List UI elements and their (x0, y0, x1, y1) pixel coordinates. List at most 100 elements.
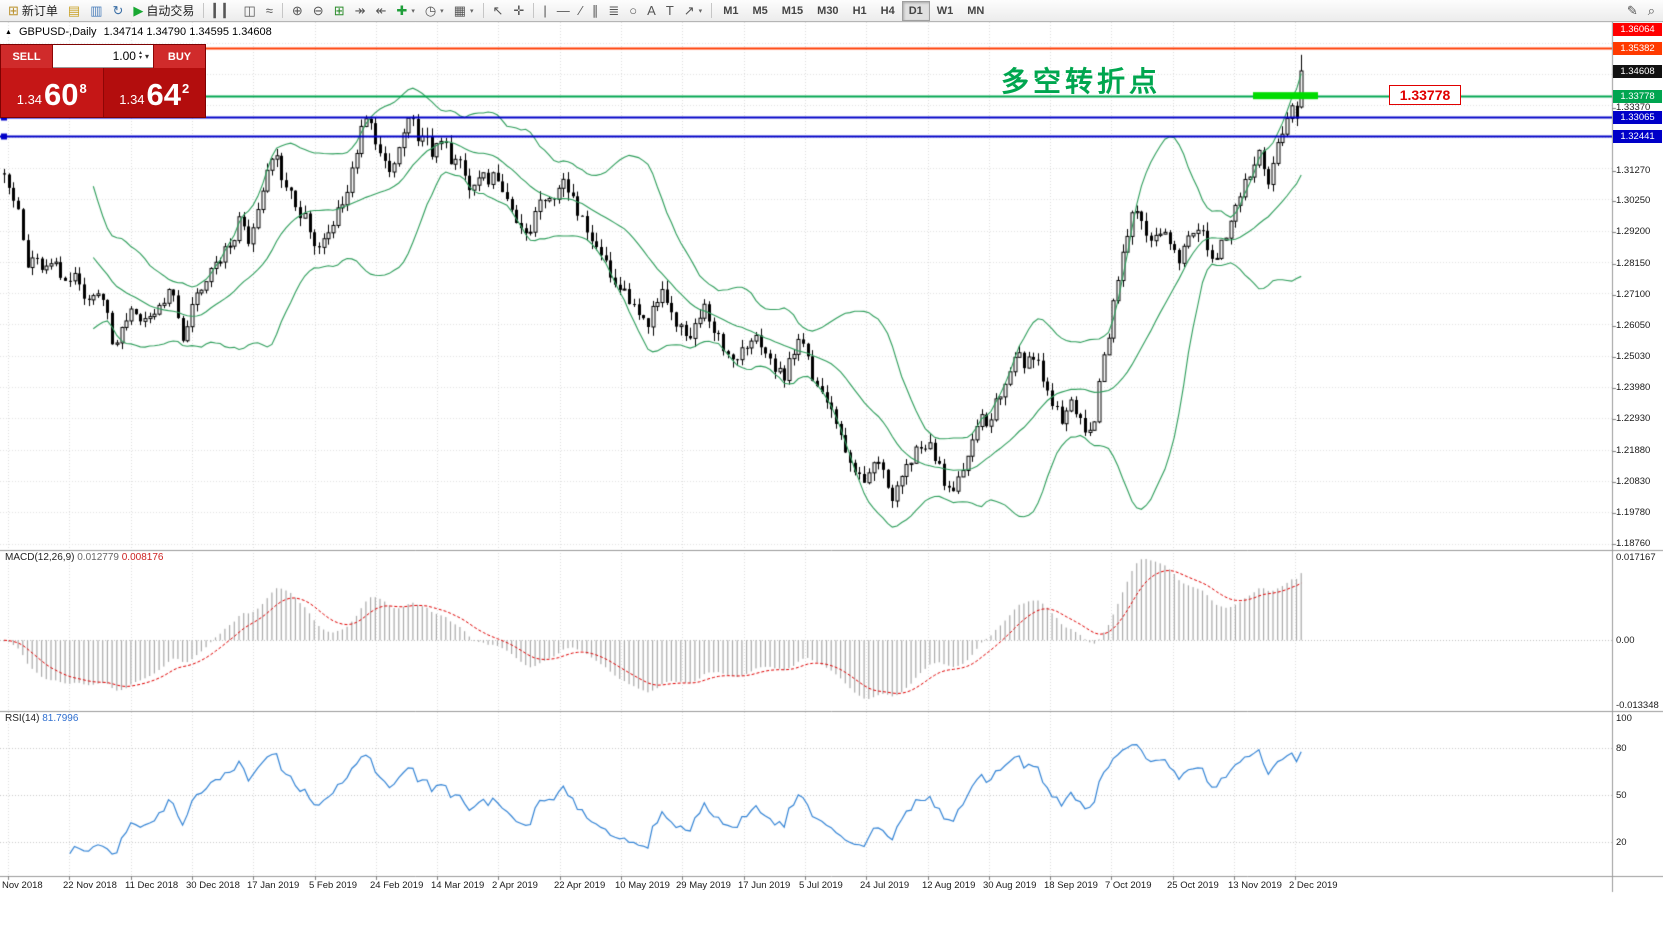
date-axis-label: 17 Jun 2019 (738, 880, 791, 891)
quick-edit-button[interactable]: ✎ (1622, 1, 1643, 21)
price-tag-1.36064: 1.36064 (1613, 23, 1662, 36)
candlestick-chart-button[interactable]: ◫ (238, 1, 260, 21)
price-grid-label: 1.33370 (1616, 102, 1651, 113)
clock-icon: ◷ (424, 3, 437, 18)
search-button[interactable]: ⌕ (1643, 1, 1660, 21)
sell-price-big: 60 (44, 77, 79, 112)
date-axis-label: 22 Nov 2018 (63, 880, 117, 891)
shapes-button[interactable]: ○ (624, 1, 642, 21)
trade-panel-price-row: 1.34 60 8 1.34 64 2 (1, 68, 205, 117)
templates-button[interactable]: ▦ ▾ (449, 1, 479, 21)
add-indicator-icon: ✚ (396, 3, 408, 18)
refresh-button[interactable]: ↻ (108, 1, 129, 21)
timeframe-m30-button[interactable]: M30 (810, 1, 845, 21)
crosshair-icon: ✛ (513, 3, 525, 18)
trendline-button[interactable]: ∕ (575, 1, 587, 21)
volume-input[interactable]: 1.00 ▴ ▾ ▾ (53, 45, 153, 68)
dropdown-caret-icon: ▾ (698, 7, 703, 15)
template-icon: ▦ (453, 3, 466, 18)
chart-shift-button[interactable]: ↞ (371, 1, 392, 21)
chart-symbol-label: GBPUSD-,Daily (18, 26, 97, 38)
timeframe-h1-button[interactable]: H1 (846, 1, 874, 21)
chart-annotation: 多空转折点 (1001, 66, 1162, 97)
date-axis-label: 12 Aug 2019 (922, 880, 976, 891)
timeframe-m5-button[interactable]: M5 (745, 1, 774, 21)
crosshair-button[interactable]: ✛ (508, 1, 529, 21)
price-grid-label: 1.23980 (1616, 382, 1651, 393)
tile-windows-button[interactable]: ⊞ (329, 1, 350, 21)
auto-trading-button[interactable]: ▶ 自动交易 (128, 1, 199, 21)
sell-button[interactable]: SELL (1, 45, 53, 68)
date-axis-label: 11 Dec 2018 (125, 880, 179, 891)
bar-chart-icon: ▎▎ (213, 3, 234, 18)
date-axis-label: 2 Apr 2019 (492, 880, 538, 891)
sell-price[interactable]: 1.34 60 8 (1, 68, 104, 117)
price-grid-label: 1.21880 (1616, 445, 1651, 456)
label-button[interactable]: T (661, 1, 679, 21)
rsi-value: 81.7996 (42, 713, 79, 724)
fibonacci-button[interactable]: ≣ (603, 1, 624, 21)
chart-shift-icon: ↞ (375, 3, 387, 18)
price-grid-label: 1.27100 (1616, 289, 1651, 300)
dropdown-caret-icon: ▾ (440, 7, 444, 15)
price-grid-label: 1.31270 (1616, 165, 1651, 176)
timeframe-mn-button[interactable]: MN (960, 1, 991, 21)
buy-price[interactable]: 1.34 64 2 (103, 68, 205, 117)
text-button[interactable]: A (642, 1, 661, 21)
date-axis-label: 18 Sep 2019 (1044, 880, 1098, 891)
channel-button[interactable]: ∥ (587, 1, 604, 21)
zoom-out-icon: ⊖ (312, 3, 324, 18)
indicators-button[interactable]: ✚ ▾ (391, 1, 419, 21)
cursor-icon: ↖ (492, 3, 504, 18)
market-watch-button[interactable]: ▥ (85, 1, 107, 21)
price-grid-label: 1.22930 (1616, 413, 1651, 424)
volume-up-icon[interactable]: ▴ (138, 50, 142, 56)
volume-value: 1.00 (112, 49, 136, 63)
buy-price-big: 64 (146, 77, 182, 112)
auto-scroll-button[interactable]: ↠ (350, 1, 371, 21)
macd-axis-label: 0.00 (1616, 635, 1635, 646)
vertical-line-button[interactable]: | (538, 1, 551, 21)
macd-axis-label: 0.017167 (1616, 552, 1656, 563)
timeframe-w1-button[interactable]: W1 (930, 1, 961, 21)
date-axis-label: 24 Feb 2019 (370, 880, 424, 891)
chart-ohlc-values: 1.34714 1.34790 1.34595 1.34608 (103, 26, 272, 38)
charts-profile-button[interactable]: ▤ (63, 1, 85, 21)
macd-main-value: 0.012779 (77, 552, 119, 563)
periods-button[interactable]: ◷ ▾ (420, 1, 449, 21)
line-chart-icon: ≈ (265, 3, 273, 18)
date-axis-label: 29 May 2019 (676, 880, 731, 891)
zoom-out-button[interactable]: ⊖ (308, 1, 329, 21)
tile-windows-icon: ⊞ (333, 3, 345, 18)
volume-dropdown-icon[interactable]: ▾ (144, 51, 149, 61)
bar-chart-button[interactable]: ▎▎ (208, 1, 238, 21)
window-marker-icon: ▲ (5, 28, 12, 36)
timeframe-m15-button[interactable]: M15 (775, 1, 810, 21)
chart-profile-icon: ▤ (67, 3, 81, 18)
zoom-in-button[interactable]: ⊕ (287, 1, 308, 21)
line-chart-button[interactable]: ≈ (261, 1, 278, 21)
candlestick-icon: ◫ (243, 3, 256, 18)
rsi-axis-label: 100 (1616, 713, 1632, 724)
new-order-button-label: 新订单 (21, 4, 58, 18)
price-grid-label: 1.30250 (1616, 195, 1651, 206)
macd-name: MACD(12,26,9) (5, 552, 75, 563)
timeframe-m1-button[interactable]: M1 (716, 1, 745, 21)
buy-button[interactable]: BUY (153, 45, 205, 68)
rsi-axis-label: 20 (1616, 837, 1627, 848)
volume-down-icon[interactable]: ▾ (138, 55, 142, 61)
dropdown-caret-icon: ▾ (411, 7, 415, 15)
price-tag-1.33065: 1.33065 (1613, 111, 1662, 124)
arrows-button[interactable]: ↗ ▾ (679, 1, 707, 21)
volume-stepper[interactable]: ▴ ▾ (138, 50, 142, 61)
price-callout-label: 1.33778 (1389, 85, 1461, 105)
toolbar-separator (203, 3, 205, 18)
refresh-icon: ↻ (112, 3, 124, 18)
timeframe-d1-button[interactable]: D1 (901, 0, 930, 21)
fibonacci-icon: ≣ (608, 3, 620, 18)
horizontal-line-button[interactable]: — (552, 1, 575, 21)
new-order-button[interactable]: ⊞ 新订单 (3, 1, 63, 21)
timeframe-h4-button[interactable]: H4 (874, 1, 902, 21)
cursor-button[interactable]: ↖ (488, 1, 509, 21)
